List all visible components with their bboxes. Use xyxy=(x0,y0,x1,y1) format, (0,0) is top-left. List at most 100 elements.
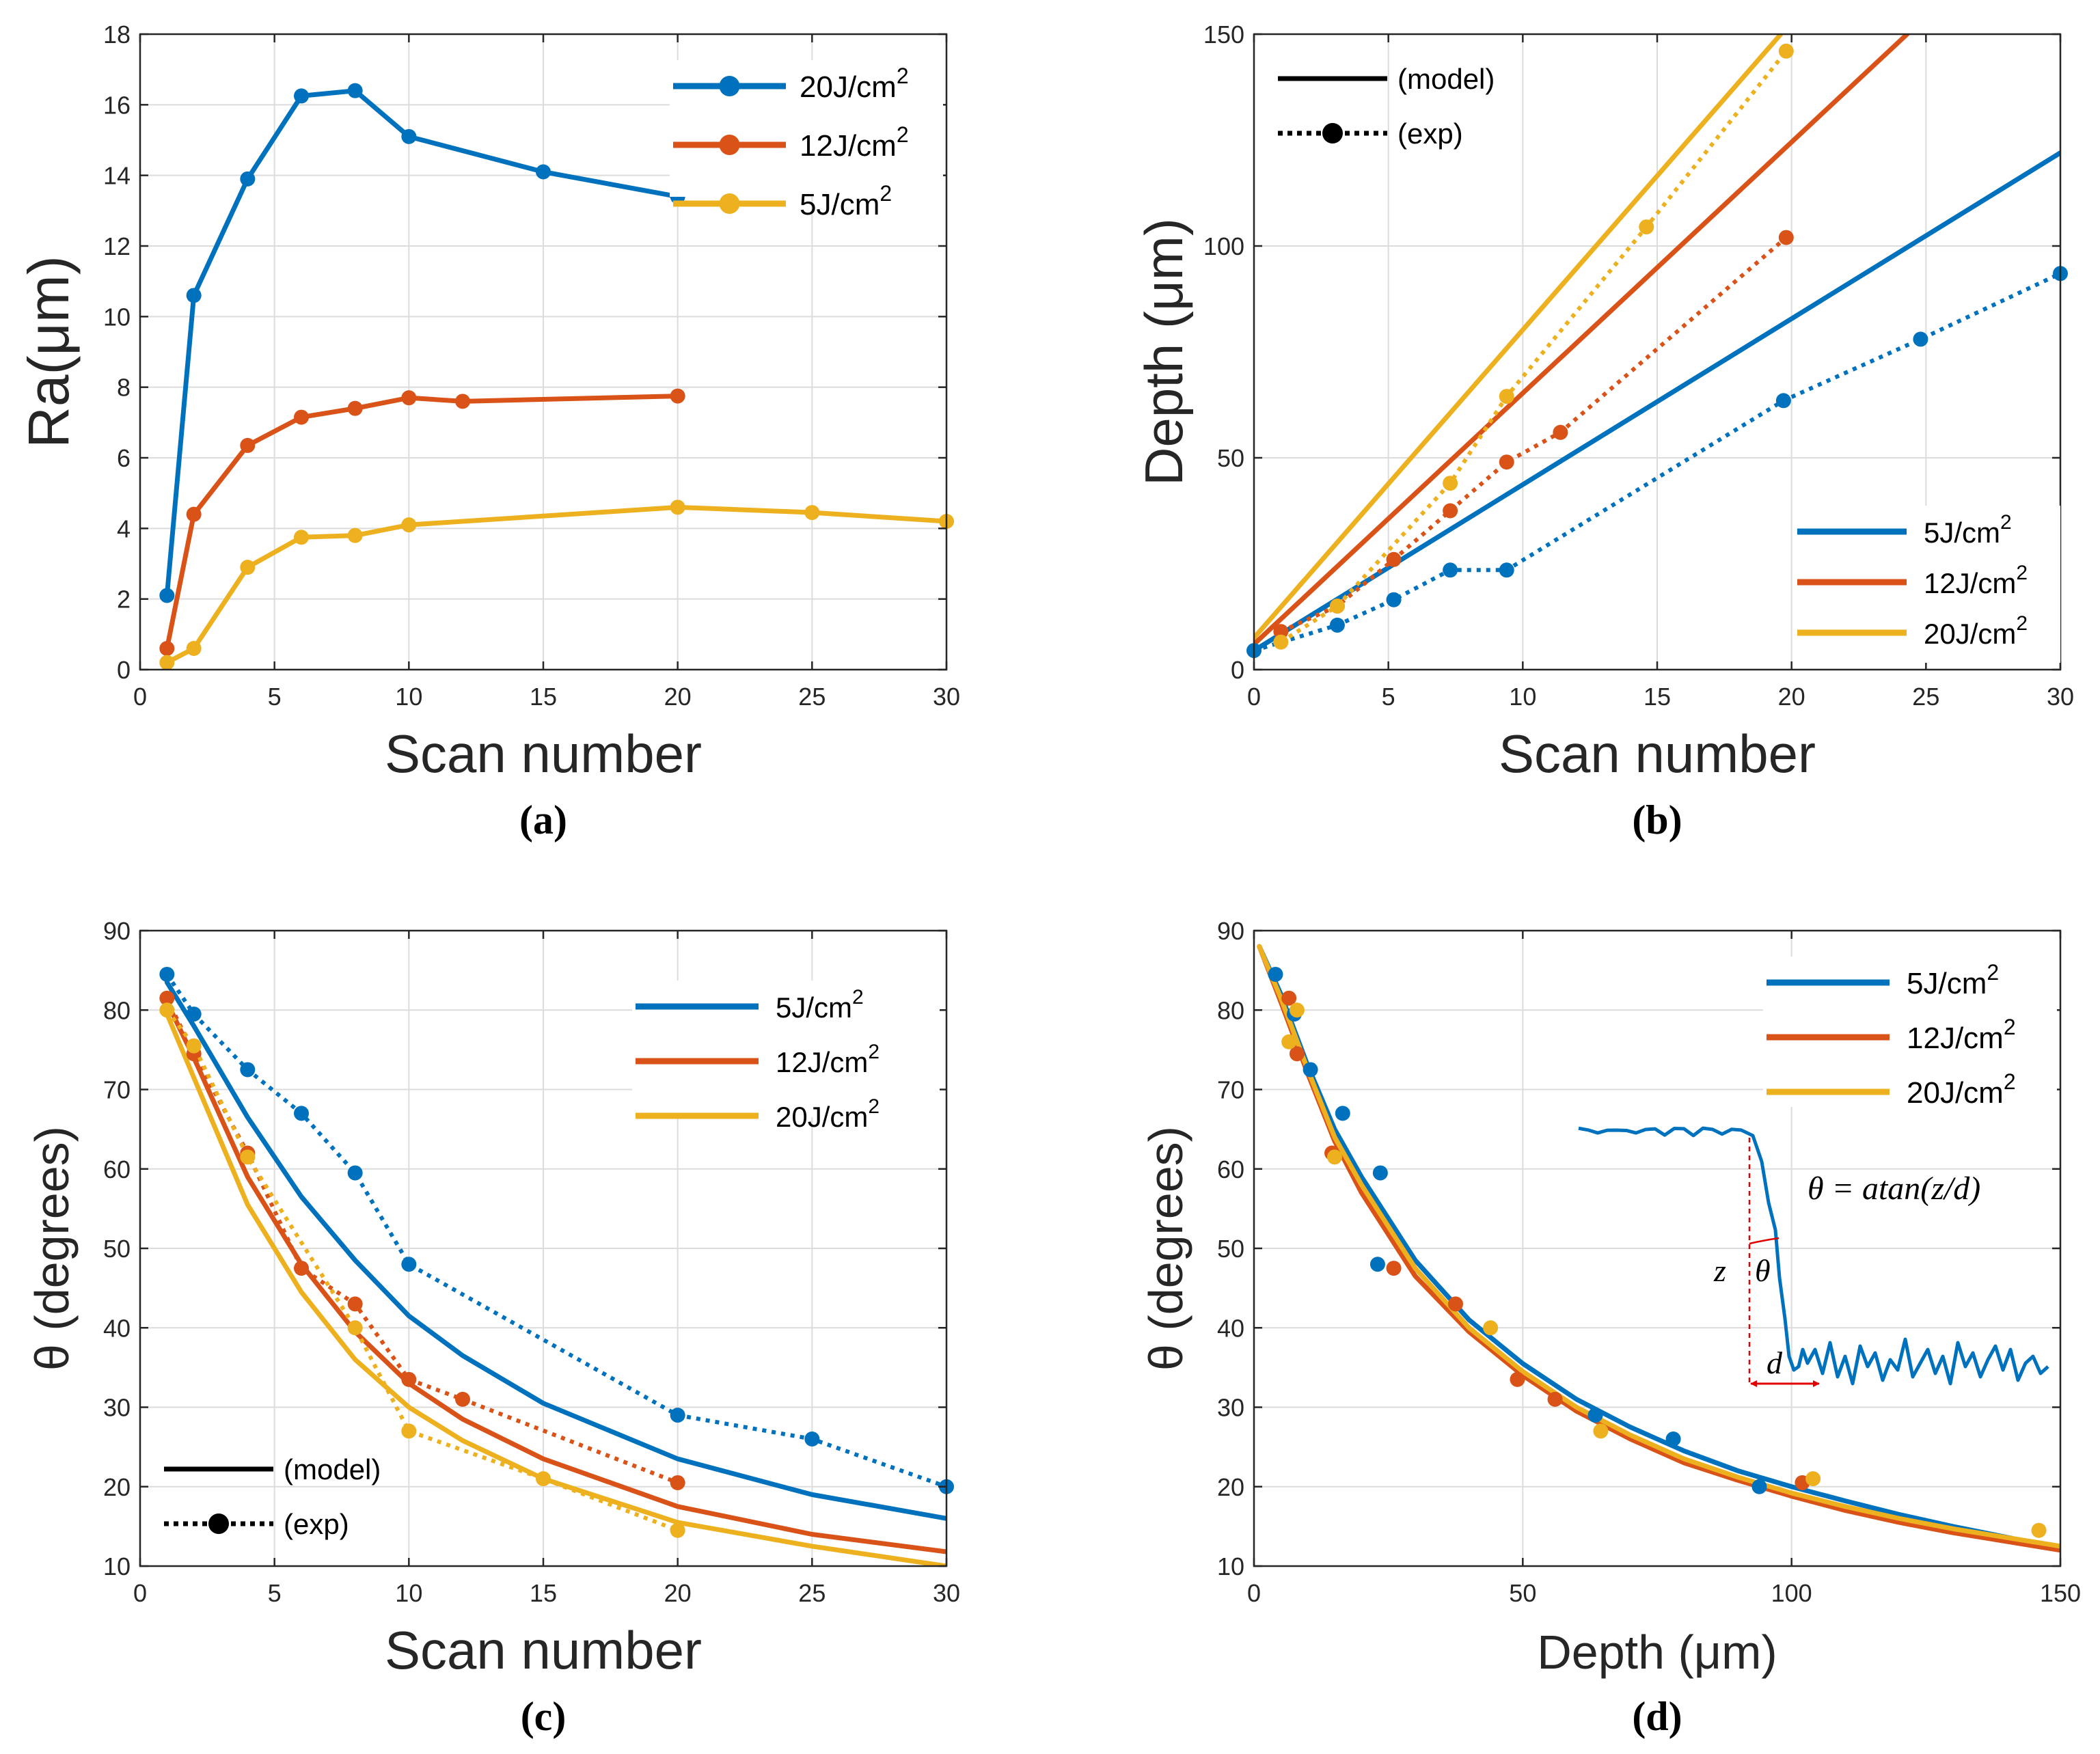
x-tick-label: 20 xyxy=(664,1579,692,1607)
legend-superscript: 2 xyxy=(897,64,909,88)
data-point xyxy=(1499,562,1514,578)
inset-theta-label: θ xyxy=(1755,1253,1771,1288)
y-tick-label: 60 xyxy=(103,1155,131,1183)
data-point xyxy=(1273,624,1289,640)
style-legend-marker xyxy=(1322,123,1343,143)
legend-label: 20J/cm2 xyxy=(1924,612,2028,650)
data-point xyxy=(1448,1296,1463,1312)
y-tick-label: 20 xyxy=(1217,1473,1244,1501)
x-tick-label: 150 xyxy=(2040,1579,2081,1607)
data-point xyxy=(1386,592,1402,607)
panel-label: (d) xyxy=(1632,1694,1682,1739)
data-point xyxy=(294,409,309,425)
x-tick-label: 10 xyxy=(1509,683,1536,711)
legend-label: 5J/cm2 xyxy=(800,181,892,221)
x-tick-label: 100 xyxy=(1771,1579,1812,1607)
data-point xyxy=(1303,1062,1318,1078)
data-point xyxy=(401,128,417,144)
data-point xyxy=(670,388,685,404)
y-tick-label: 14 xyxy=(103,162,131,190)
x-tick-label: 25 xyxy=(1912,683,1939,711)
data-point xyxy=(1547,1391,1563,1407)
y-tick-label: 0 xyxy=(117,656,131,684)
data-point xyxy=(294,1261,309,1276)
data-point xyxy=(347,1296,363,1312)
data-point xyxy=(536,164,551,180)
y-tick-label: 2 xyxy=(117,586,131,614)
legend-superscript: 2 xyxy=(868,1041,879,1063)
y-tick-label: 10 xyxy=(103,303,131,331)
legend-superscript: 2 xyxy=(2000,511,2012,534)
profile-inset: z θ d θ = atan(z/d) xyxy=(1578,1126,2049,1387)
data-point xyxy=(159,655,175,670)
legend-label: 20J/cm2 xyxy=(800,64,909,104)
y-tick-label: 150 xyxy=(1203,20,1244,49)
legend-label: 12J/cm2 xyxy=(776,1041,879,1078)
y-axis-label: Ra(μm) xyxy=(16,256,81,448)
data-point xyxy=(670,1522,685,1538)
series-layer xyxy=(1257,944,2060,1553)
series-line xyxy=(164,504,949,666)
data-point xyxy=(1805,1471,1821,1487)
x-axis-label: Scan number xyxy=(385,724,702,784)
style-legend-label: (exp) xyxy=(284,1508,349,1540)
style-legend-label: (model) xyxy=(1397,63,1495,95)
data-point xyxy=(1335,1106,1350,1121)
x-axis-label: Scan number xyxy=(1499,724,1816,784)
legend-superscript: 2 xyxy=(1987,960,1999,985)
panel-label: (b) xyxy=(1632,797,1682,842)
series-line xyxy=(1253,271,2062,653)
x-tick-label: 15 xyxy=(1644,683,1671,711)
legend-superscript: 2 xyxy=(2016,562,2028,584)
series-layer xyxy=(1246,34,2068,659)
data-point xyxy=(401,390,417,406)
data-point xyxy=(401,1257,417,1272)
data-point xyxy=(347,1165,363,1181)
y-tick-label: 50 xyxy=(1217,1235,1244,1263)
series-line xyxy=(1254,150,2060,653)
data-point xyxy=(804,505,820,521)
x-tick-label: 20 xyxy=(1778,683,1805,711)
data-point xyxy=(1289,1046,1305,1062)
data-point xyxy=(347,527,363,543)
panel-label: (c) xyxy=(521,1694,567,1739)
data-point xyxy=(1778,43,1794,59)
legend-marker xyxy=(719,76,740,96)
y-tick-label: 50 xyxy=(103,1235,131,1263)
data-point xyxy=(1665,1431,1681,1447)
legend-label: 20J/cm2 xyxy=(776,1095,879,1133)
x-tick-label: 25 xyxy=(798,683,826,711)
x-tick-label: 10 xyxy=(395,1579,422,1607)
data-point xyxy=(1281,990,1297,1006)
y-tick-label: 80 xyxy=(1217,996,1244,1024)
legend-superscript: 2 xyxy=(897,122,909,147)
x-tick-label: 0 xyxy=(1247,683,1261,711)
x-axis-label: Scan number xyxy=(385,1620,702,1680)
inset-z-label: z xyxy=(1713,1253,1726,1288)
data-point xyxy=(1483,1320,1499,1336)
series-line xyxy=(1257,944,2060,1549)
style-legend-marker xyxy=(208,1513,229,1534)
data-point xyxy=(401,1423,417,1439)
x-tick-label: 30 xyxy=(933,1579,960,1607)
data-point xyxy=(294,88,309,104)
x-tick-label: 0 xyxy=(1247,1579,1261,1607)
legend-superscript: 2 xyxy=(2016,612,2028,635)
series-line xyxy=(1279,49,1788,644)
legend-superscript: 2 xyxy=(2004,1069,2016,1094)
y-axis-label: θ (degrees) xyxy=(1139,1126,1192,1371)
data-point xyxy=(1329,599,1345,614)
inset-profile-curve xyxy=(1578,1126,2049,1386)
x-tick-label: 30 xyxy=(2047,683,2074,711)
data-point xyxy=(186,641,202,656)
data-point xyxy=(1751,1479,1767,1494)
legend-marker xyxy=(719,135,740,155)
data-point xyxy=(1587,1408,1603,1423)
y-tick-label: 70 xyxy=(1217,1076,1244,1104)
y-tick-label: 10 xyxy=(1217,1552,1244,1580)
data-point xyxy=(1443,562,1458,578)
legend-label: 5J/cm2 xyxy=(776,986,864,1024)
data-point xyxy=(401,517,417,533)
legend-label: 20J/cm2 xyxy=(1907,1069,2016,1110)
style-legend: (model) (exp) xyxy=(1278,63,1495,150)
